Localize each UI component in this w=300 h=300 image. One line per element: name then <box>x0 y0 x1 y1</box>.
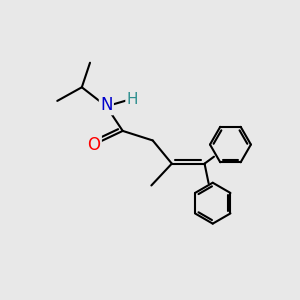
Text: O: O <box>88 136 100 154</box>
Text: N: N <box>100 96 112 114</box>
Text: H: H <box>127 92 138 107</box>
